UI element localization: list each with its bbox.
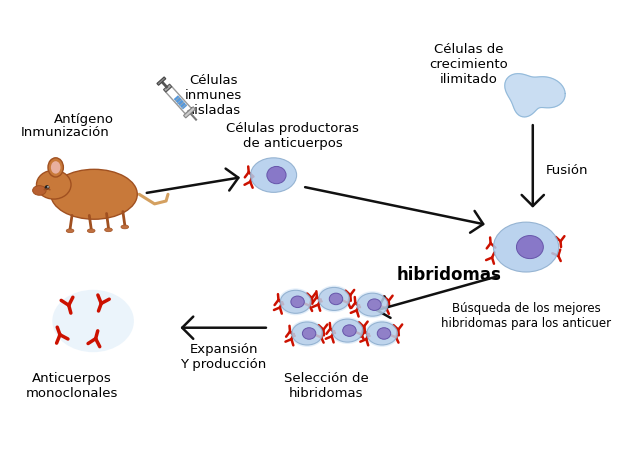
Polygon shape [163, 84, 172, 92]
Text: Inmunización: Inmunización [21, 126, 110, 139]
Ellipse shape [343, 325, 356, 336]
Polygon shape [183, 107, 195, 118]
Ellipse shape [51, 169, 137, 219]
Ellipse shape [66, 229, 74, 233]
Ellipse shape [36, 170, 71, 199]
Ellipse shape [367, 322, 397, 345]
Ellipse shape [267, 166, 286, 184]
Polygon shape [166, 86, 192, 114]
Ellipse shape [330, 317, 365, 344]
Text: Búsqueda de los mejores
hibridomas para los anticuer: Búsqueda de los mejores hibridomas para … [441, 302, 611, 330]
Ellipse shape [494, 222, 558, 272]
Ellipse shape [105, 228, 112, 232]
Polygon shape [157, 77, 166, 86]
Ellipse shape [291, 296, 305, 307]
Text: Fusión: Fusión [545, 164, 588, 177]
Text: Expansión
Y producción: Expansión Y producción [180, 343, 267, 371]
Ellipse shape [319, 288, 349, 310]
Polygon shape [505, 74, 565, 117]
Ellipse shape [52, 290, 134, 352]
Polygon shape [173, 95, 187, 109]
Ellipse shape [365, 320, 399, 347]
Text: Selección de
hibridomas: Selección de hibridomas [284, 372, 369, 400]
Ellipse shape [355, 291, 390, 318]
Text: Células
inmunes
aisladas: Células inmunes aisladas [185, 74, 241, 117]
Ellipse shape [332, 319, 363, 342]
Text: Anticuerpos
monoclonales: Anticuerpos monoclonales [26, 372, 118, 400]
Ellipse shape [278, 288, 313, 315]
Text: Antígeno: Antígeno [54, 112, 114, 126]
Ellipse shape [251, 158, 296, 192]
Ellipse shape [280, 290, 311, 313]
Ellipse shape [368, 299, 381, 310]
Ellipse shape [32, 186, 46, 195]
Ellipse shape [517, 235, 544, 259]
Circle shape [45, 185, 49, 190]
Ellipse shape [329, 293, 343, 305]
Ellipse shape [87, 229, 95, 233]
Ellipse shape [290, 320, 324, 347]
Ellipse shape [317, 285, 351, 312]
Ellipse shape [48, 158, 64, 177]
Ellipse shape [303, 328, 316, 339]
Text: Células productoras
de anticuerpos: Células productoras de anticuerpos [227, 122, 359, 150]
Ellipse shape [378, 328, 391, 339]
Text: hibridomas: hibridomas [397, 266, 502, 284]
Ellipse shape [292, 322, 323, 345]
Text: Células de
crecimiento
ilimitado: Células de crecimiento ilimitado [429, 43, 508, 86]
Circle shape [47, 186, 49, 188]
Ellipse shape [51, 161, 61, 174]
Ellipse shape [357, 293, 388, 316]
Ellipse shape [121, 225, 129, 229]
